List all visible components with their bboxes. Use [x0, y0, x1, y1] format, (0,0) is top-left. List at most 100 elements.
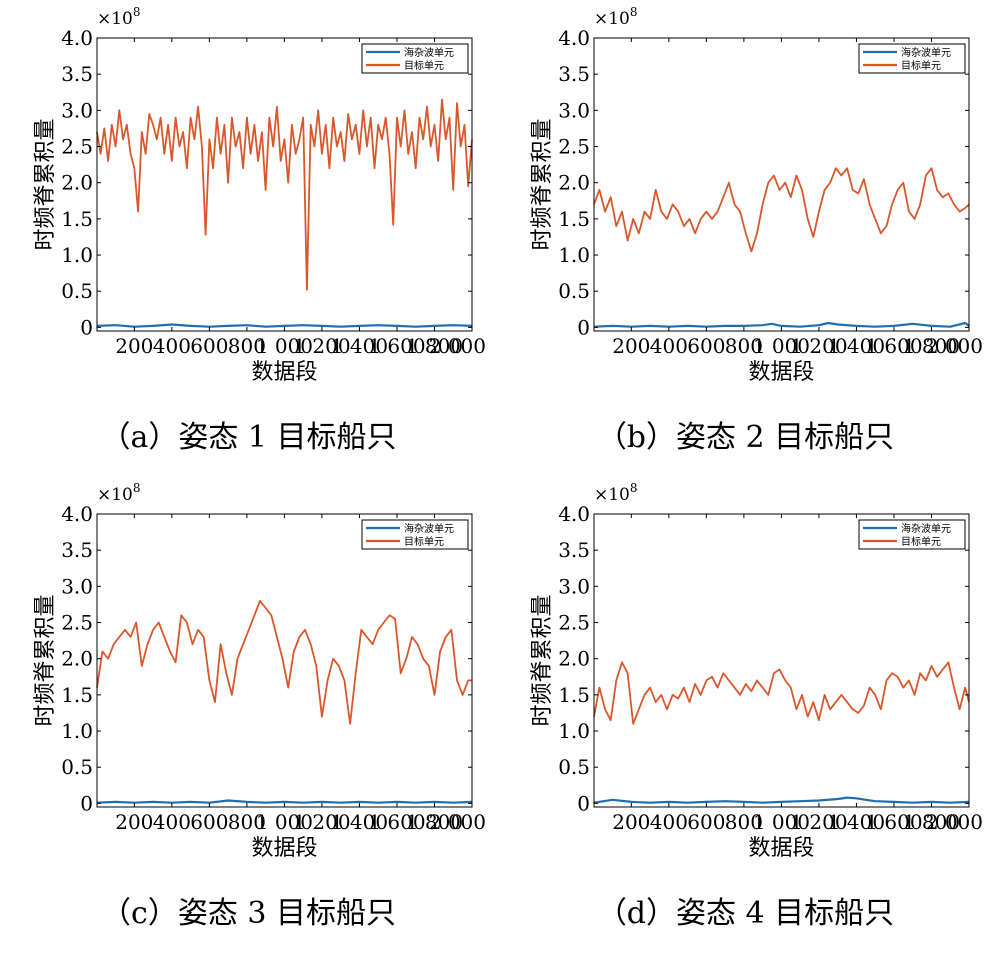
x-tick-label: 200: [612, 334, 650, 358]
y-tick-label: 2.5: [61, 611, 93, 635]
legend-label-0: 海杂波单元: [404, 46, 454, 59]
y-exponent-power: 8: [630, 5, 638, 19]
y-tick-label: 2.0: [558, 647, 590, 671]
x-tick-label: 800: [228, 334, 266, 358]
x-axis-label: 数据段: [251, 836, 317, 861]
y-tick-label: 4.0: [558, 26, 590, 50]
legend-label-1: 目标单元: [901, 536, 941, 548]
x-tick-label: 2 000: [926, 334, 983, 358]
y-tick-label: 3.5: [61, 62, 93, 86]
y-exponent-power: 8: [133, 5, 141, 19]
x-axis-label: 数据段: [251, 360, 317, 385]
y-axis-label: 时频脊累积量: [530, 118, 555, 250]
caption-d: （d）姿态 4 目标船只: [596, 896, 895, 931]
x-tick-label: 1 800: [406, 334, 463, 358]
y-tick-label: 0.5: [558, 279, 590, 303]
y-tick-label: 0: [80, 315, 93, 339]
x-tick-label: 1 600: [368, 334, 425, 358]
x-tick-label: 1 000: [753, 810, 810, 834]
legend-box: [858, 519, 966, 550]
caption-b: （b）姿态 2 目标船只: [596, 420, 895, 455]
x-tick-label: 1 800: [903, 334, 960, 358]
x-tick-label: 1 200: [790, 334, 847, 358]
y-tick-label: 1.0: [61, 243, 93, 267]
legend-label-0: 海杂波单元: [404, 522, 454, 535]
y-tick-label: 2.0: [61, 647, 93, 671]
y-tick-label: 3.5: [558, 538, 590, 562]
x-tick-label: 1 400: [331, 810, 388, 834]
x-tick-label: 800: [725, 810, 763, 834]
legend-label-0: 海杂波单元: [901, 522, 951, 535]
x-tick-label: 1 800: [406, 810, 463, 834]
x-tick-label: 1 600: [865, 810, 922, 834]
y-tick-label: 1.5: [61, 207, 93, 231]
series-line-1: [96, 98, 473, 291]
x-tick-label: 1 200: [293, 810, 350, 834]
y-axis-label: 时频脊累积量: [33, 594, 58, 726]
y-tick-label: 3.5: [558, 62, 590, 86]
x-tick-label: 200: [115, 810, 153, 834]
panel-a: 0 0.5 1.0 1.5 2.0 2.5 3.0 3.5 4.0 200 400 600 800 1 0…: [0, 0, 497, 476]
x-tick-label: 1 400: [331, 334, 388, 358]
y-tick-label: 4.0: [61, 26, 93, 50]
x-tick-label: 600: [687, 810, 725, 834]
legend-label-1: 目标单元: [404, 60, 444, 72]
legend-box: [361, 43, 469, 74]
y-tick-label: 0: [577, 315, 590, 339]
y-tick-label: 4.0: [558, 502, 590, 526]
y-exponent-power: 8: [133, 481, 141, 495]
y-tick-label: 3.5: [61, 538, 93, 562]
y-exponent-label: ×108: [594, 5, 638, 29]
x-tick-label: 600: [190, 334, 228, 358]
x-tick-label: 2 000: [429, 334, 486, 358]
y-tick-label: 1.0: [558, 719, 590, 743]
panel-c: 0 0.5 1.0 1.5 2.0 2.5 3.0 3.5 4.0 200 400 600 800 1 0…: [0, 476, 497, 952]
series-line-1: [593, 661, 970, 725]
panel-b: 0 0.5 1.0 1.5 2.0 2.5 3.0 3.5 4.0 200 400 600 800 1 0…: [497, 0, 994, 476]
plot-frame: [593, 513, 970, 808]
x-tick-label: 1 400: [828, 334, 885, 358]
x-tick-label: 200: [612, 810, 650, 834]
y-tick-label: 2.0: [558, 171, 590, 195]
panel-d: 0 0.5 1.0 1.5 2.0 2.5 3.0 3.5 4.0 200 400 600 800 1 0…: [497, 476, 994, 952]
y-tick-label: 3.0: [61, 574, 93, 598]
y-tick-label: 0.5: [61, 755, 93, 779]
series-line-0: [593, 796, 970, 804]
x-tick-label: 1 600: [368, 810, 425, 834]
y-tick-label: 1.0: [558, 243, 590, 267]
x-tick-label: 1 000: [256, 334, 313, 358]
x-tick-label: 600: [687, 334, 725, 358]
y-tick-label: 2.5: [61, 135, 93, 159]
x-tick-label: 1 200: [293, 334, 350, 358]
y-tick-label: 0: [577, 791, 590, 815]
y-tick-label: 1.5: [558, 207, 590, 231]
y-axis-label: 时频脊累积量: [33, 118, 58, 250]
y-tick-label: 1.5: [558, 683, 590, 707]
y-tick-label: 1.5: [61, 683, 93, 707]
x-tick-label: 1 400: [828, 810, 885, 834]
x-tick-label: 400: [153, 810, 191, 834]
y-axis-label: 时频脊累积量: [530, 594, 555, 726]
plot-frame: [593, 37, 970, 332]
x-tick-label: 200: [115, 334, 153, 358]
legend-label-0: 海杂波单元: [901, 46, 951, 59]
x-tick-label: 1 000: [753, 334, 810, 358]
legend-label-1: 目标单元: [404, 536, 444, 548]
y-tick-label: 3.0: [558, 98, 590, 122]
series-line-1: [96, 599, 472, 725]
caption-a: （a）姿态 1 目标船只: [100, 420, 397, 455]
y-tick-label: 3.0: [558, 574, 590, 598]
series-line-1: [593, 167, 970, 253]
legend-label-1: 目标单元: [901, 60, 941, 72]
x-tick-label: 600: [190, 810, 228, 834]
y-exponent-label: ×108: [97, 481, 141, 505]
y-tick-label: 3.0: [61, 98, 93, 122]
y-tick-label: 0: [80, 791, 93, 815]
x-axis-label: 数据段: [748, 360, 814, 385]
x-tick-label: 1 600: [865, 334, 922, 358]
y-exponent-label: ×108: [97, 5, 141, 29]
x-tick-label: 1 200: [790, 810, 847, 834]
